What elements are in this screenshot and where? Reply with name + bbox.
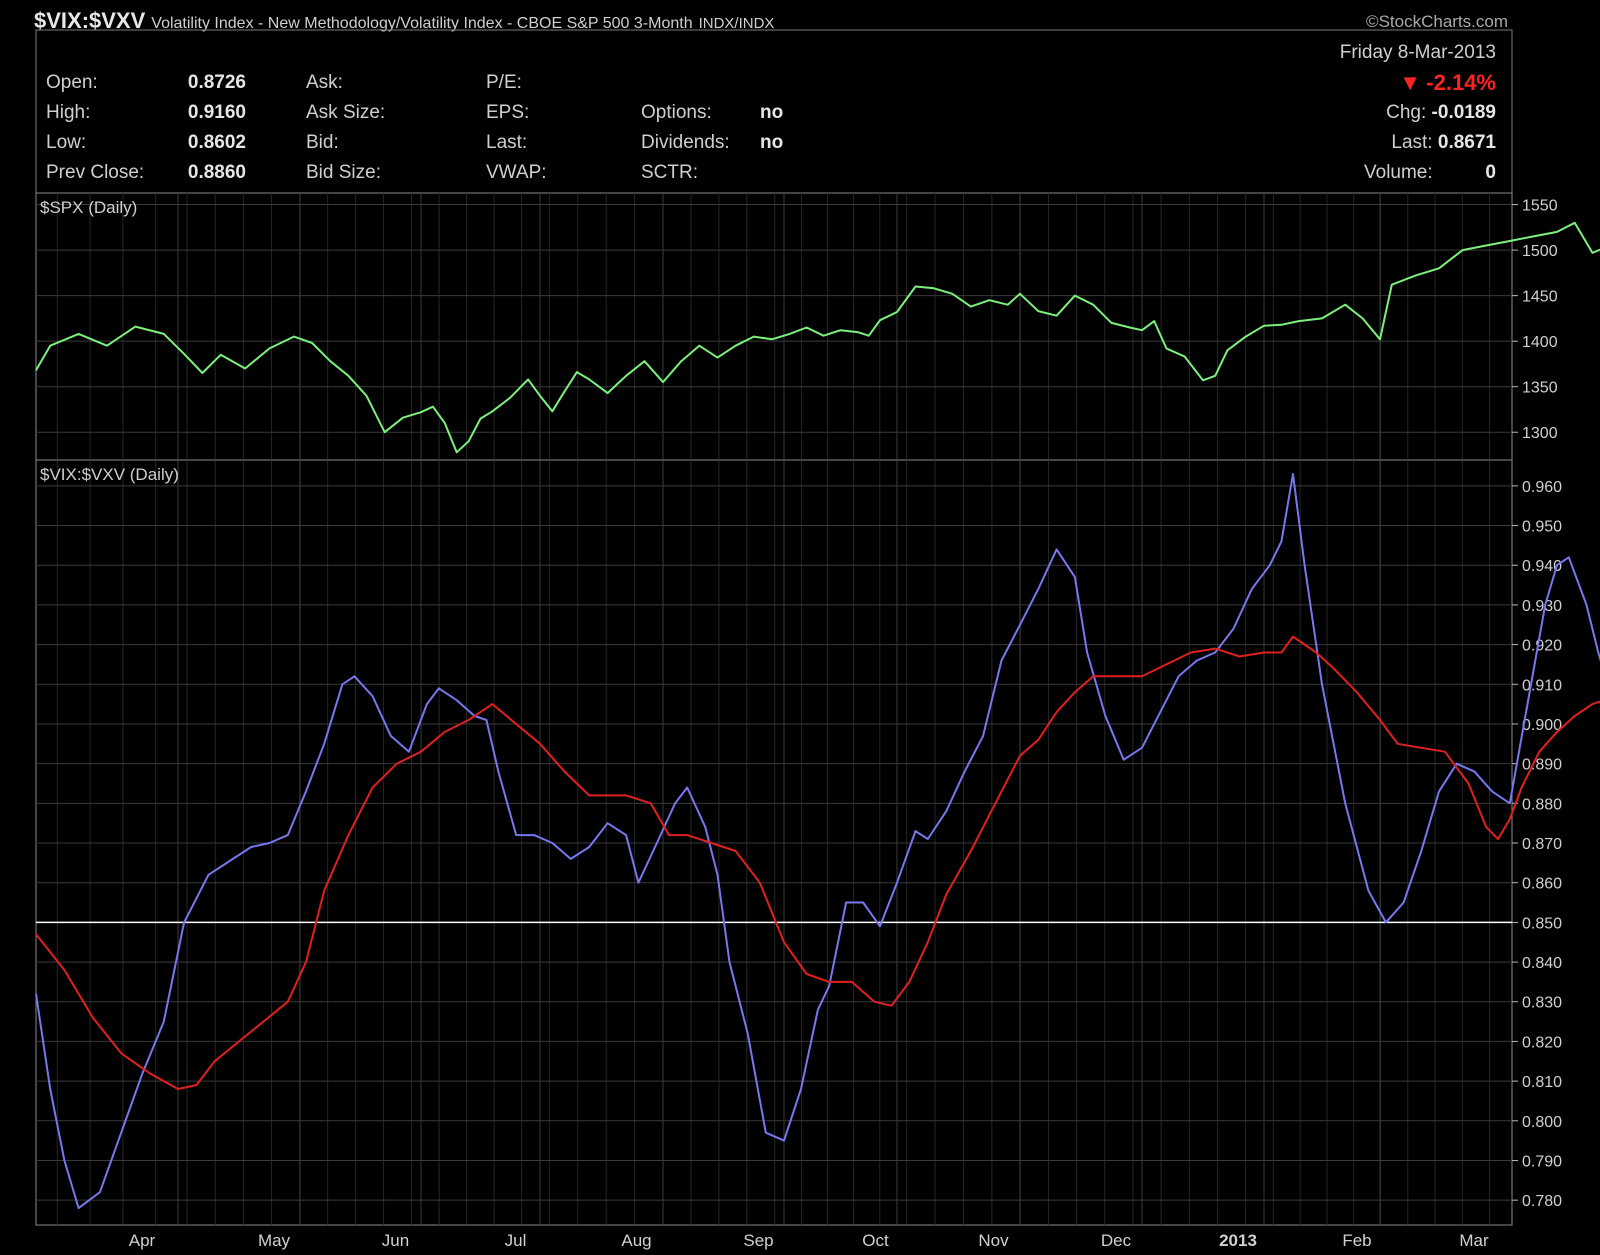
spx-series-line-0 <box>35 221 1600 454</box>
pe-label: P/E: <box>486 72 522 93</box>
x-tick-label: Jun <box>382 1231 409 1250</box>
dividends-value: no <box>760 132 784 153</box>
spx-y-tick-label: 1500 <box>1522 243 1558 260</box>
ratio-y-tick-label: 0.800 <box>1522 1114 1562 1131</box>
spx-y-tick-label: 1550 <box>1522 198 1558 215</box>
x-tick-label: Aug <box>621 1231 651 1250</box>
ratio-y-tick-label: 0.920 <box>1522 638 1562 655</box>
open-value: 0.8726 <box>187 72 246 93</box>
x-tick-label: Nov <box>978 1231 1009 1250</box>
low-value: 0.8602 <box>187 132 246 153</box>
ratio-y-tick-label: 0.790 <box>1522 1153 1562 1170</box>
ratio-y-tick-label: 0.830 <box>1522 995 1562 1012</box>
ask-size-label: Ask Size: <box>306 102 386 123</box>
change-percent-row: ▼ -2.14% <box>1300 70 1496 96</box>
x-tick-label: Mar <box>1459 1231 1489 1250</box>
ratio-y-tick-label: 0.890 <box>1522 757 1562 774</box>
chart-header-title: $VIX:$VXV Volatility Index - New Methodol… <box>34 8 774 38</box>
sctr-label: SCTR: <box>641 162 698 183</box>
change-percent: -2.14% <box>1426 70 1496 95</box>
x-tick-label: Feb <box>1342 1231 1371 1250</box>
down-triangle-icon: ▼ <box>1399 70 1421 95</box>
x-tick-label: Jul <box>505 1231 527 1250</box>
volume-label: Volume: <box>1364 162 1433 183</box>
ratio-y-tick-label: 0.950 <box>1522 519 1562 536</box>
chg-label: Chg: <box>1386 102 1427 123</box>
volume-value: 0 <box>1485 162 1496 183</box>
ratio-y-tick-label: 0.880 <box>1522 796 1562 813</box>
spx-y-tick-label: 1450 <box>1522 289 1558 306</box>
quote-date: Friday 8-Mar-2013 <box>1339 42 1496 63</box>
last-row: Last: 0.8671 <box>1300 132 1496 154</box>
spx-panel-frame <box>35 192 1513 461</box>
ratio-y-tick-label: 0.820 <box>1522 1034 1562 1051</box>
x-tick-label: May <box>258 1231 291 1250</box>
last-label-left: Last: <box>486 132 528 153</box>
x-tick-label: Sep <box>743 1231 773 1250</box>
chg-value: -0.0189 <box>1431 102 1496 123</box>
last-value: 0.8671 <box>1437 132 1496 153</box>
ratio-y-tick-label: 0.900 <box>1522 717 1562 734</box>
options-value: no <box>760 102 784 123</box>
symbol-description: Volatility Index - New Methodology/Volat… <box>151 15 693 32</box>
prev-close-value: 0.8860 <box>187 162 246 183</box>
exchange: INDX/INDX <box>698 15 775 32</box>
chart-frame <box>35 29 1513 1226</box>
x-tick-label: Dec <box>1101 1231 1132 1250</box>
prev-close-label: Prev Close: <box>46 162 145 183</box>
ratio-y-tick-label: 0.860 <box>1522 876 1562 893</box>
open-label: Open: <box>46 72 98 93</box>
x-tick-label: Apr <box>129 1231 156 1250</box>
high-value: 0.9160 <box>187 102 246 123</box>
spx-y-tick-label: 1300 <box>1522 425 1558 442</box>
low-label: Low: <box>46 132 87 153</box>
ratio-y-tick-label: 0.810 <box>1522 1074 1562 1091</box>
ratio-y-tick-label: 0.780 <box>1522 1193 1562 1210</box>
ratio-y-tick-label: 0.840 <box>1522 955 1562 972</box>
ratio-y-tick-label: 0.940 <box>1522 558 1562 575</box>
ratio-y-tick-label: 0.870 <box>1522 836 1562 853</box>
symbol: $VIX:$VXV <box>34 8 146 33</box>
bid-label: Bid: <box>306 132 339 153</box>
spx-y-tick-label: 1350 <box>1522 380 1558 397</box>
ask-label: Ask: <box>306 72 343 93</box>
ratio-series-line-0 <box>35 473 1600 1210</box>
high-label: High: <box>46 102 91 123</box>
ratio-y-tick-label: 0.960 <box>1522 479 1562 496</box>
x-tick-label: Oct <box>862 1231 889 1250</box>
ratio-y-tick-label: 0.910 <box>1522 677 1562 694</box>
ratio-panel-frame <box>35 459 1513 1226</box>
eps-label: EPS: <box>486 102 530 123</box>
ratio-series-line-1 <box>35 635 1600 1090</box>
change-row: Chg: -0.0189 <box>1300 102 1496 124</box>
vwap-label: VWAP: <box>486 162 547 183</box>
ratio-y-tick-label: 0.850 <box>1522 915 1562 932</box>
spx-panel-title: $SPX (Daily) <box>40 198 137 217</box>
last-label: Last: <box>1391 132 1433 153</box>
bid-size-label: Bid Size: <box>306 162 381 183</box>
ratio-y-tick-label: 0.930 <box>1522 598 1562 615</box>
x-tick-label: 2013 <box>1219 1231 1257 1250</box>
copyright: ©StockCharts.com <box>1366 12 1508 31</box>
spx-y-tick-label: 1400 <box>1522 334 1558 351</box>
options-label: Options: <box>641 102 712 123</box>
dividends-label: Dividends: <box>641 132 730 153</box>
ratio-panel-title: $VIX:$VXV (Daily) <box>40 465 179 484</box>
